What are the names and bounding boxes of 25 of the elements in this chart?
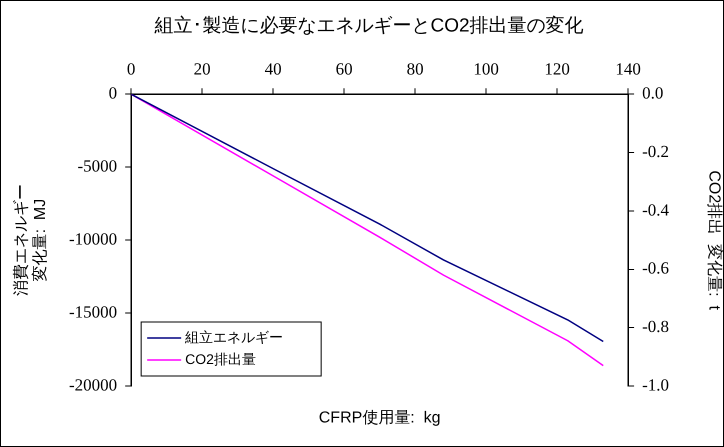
y-axis-title: 消費エネルギー変化量: MJ	[12, 184, 50, 296]
y2-tick-label: -1.0	[642, 375, 670, 394]
chart-title: 組立･製造に必要なエネルギーとCO2排出量の変化	[153, 14, 584, 37]
x-tick-label: 20	[194, 59, 211, 78]
y2-tick-label: -0.6	[642, 258, 670, 278]
y-tick-label: -10000	[68, 230, 118, 249]
x-axis-title: CFRP使用量: kg	[318, 409, 441, 426]
legend-label: 組立エネルギー	[184, 328, 284, 345]
y2-tick-label: 0.0	[642, 84, 664, 103]
y2-tick-label: -0.8	[642, 317, 670, 336]
y2-tick-label: -0.4	[642, 200, 670, 220]
y2-axis-title: CO2排出 変化量: t	[706, 170, 724, 310]
x-tick-label: 100	[473, 59, 499, 78]
x-tick-label: 80	[406, 59, 424, 78]
x-tick-label: 40	[264, 59, 282, 78]
x-tick-label: 140	[615, 59, 641, 78]
x-tick-label: 60	[336, 59, 353, 78]
x-tick-label: 0	[126, 59, 136, 78]
y-tick-label: -20000	[68, 375, 118, 394]
y-tick-label: -15000	[68, 302, 118, 322]
y-tick-label: 0	[108, 84, 118, 103]
x-tick-label: 120	[544, 59, 570, 78]
y-tick-label: -5000	[77, 156, 118, 176]
y2-tick-label: -0.2	[642, 142, 670, 162]
legend-label: CO2排出量	[185, 350, 256, 367]
